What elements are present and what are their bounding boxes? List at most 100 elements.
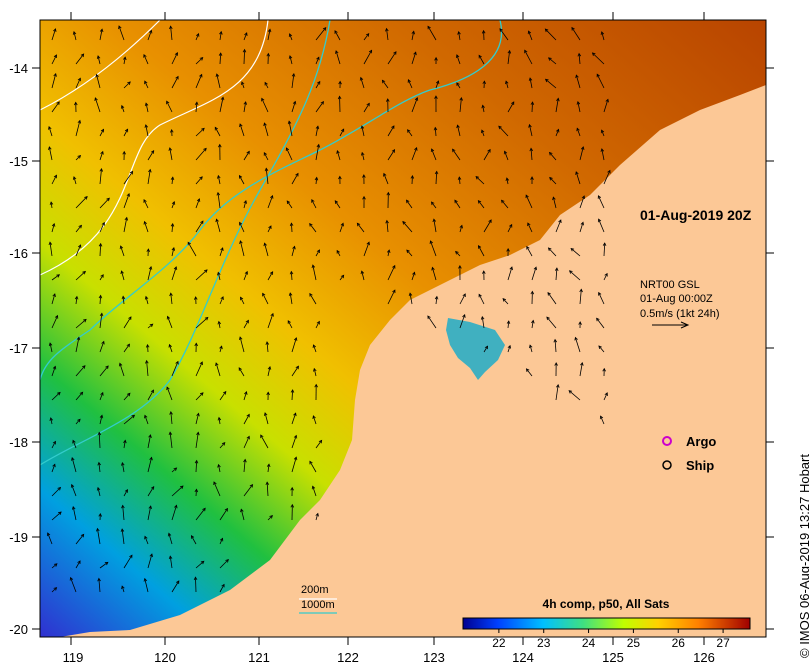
current-vector-head [530, 101, 535, 105]
current-vector-head [506, 247, 510, 252]
current-vector [289, 33, 293, 41]
current-vector [49, 242, 53, 257]
current-vector-head [268, 225, 272, 230]
current-vector-head [293, 412, 297, 417]
current-vector-head [239, 123, 243, 128]
current-vector-head [269, 515, 273, 519]
current-vector [266, 482, 269, 497]
current-vector-head [53, 563, 58, 567]
current-vector [94, 97, 101, 113]
current-vector-head [166, 315, 171, 320]
current-vector [216, 73, 221, 89]
current-vector [363, 103, 370, 113]
current-vector [386, 220, 389, 233]
current-vector [267, 225, 272, 233]
current-vector-head [427, 315, 431, 320]
current-vector-head [241, 81, 245, 86]
current-vector [51, 293, 56, 305]
current-vector [169, 432, 173, 449]
current-vector [218, 417, 221, 425]
current-vector-head [71, 505, 76, 510]
current-vector-head [290, 503, 295, 508]
current-vector [434, 127, 437, 137]
current-vector-head [171, 247, 176, 251]
current-vector-head [309, 460, 313, 465]
current-vector-head [580, 221, 585, 226]
current-vectors [46, 25, 611, 593]
current-vector-head [359, 76, 364, 81]
current-vector-head [217, 416, 222, 421]
current-vector-head [148, 505, 152, 510]
current-vector [147, 266, 152, 281]
current-vector-head [385, 219, 389, 224]
current-vector [195, 128, 205, 137]
current-vector [549, 152, 557, 161]
current-scale-label: 0.5m/s (1kt 24h) [640, 308, 719, 320]
current-vector-head [169, 411, 173, 415]
current-vector [75, 296, 78, 305]
isobath-200m [40, 20, 161, 111]
current-vector [51, 101, 60, 113]
current-vector [123, 193, 130, 209]
current-vector-head [79, 391, 84, 396]
x-tick-label: 124 [512, 650, 534, 665]
current-vector [195, 489, 197, 497]
current-vector-head [78, 224, 82, 229]
current-scale-arrow-icon [652, 321, 690, 329]
current-vector [555, 129, 559, 137]
current-vector-head [602, 367, 606, 372]
current-vector-head [118, 362, 123, 367]
current-vector-head [98, 294, 103, 299]
current-vector [402, 221, 413, 233]
current-vector-head [600, 31, 605, 35]
current-vector-head [312, 415, 316, 419]
current-vector-head [83, 318, 87, 323]
current-vector-head [288, 33, 293, 37]
current-vector [266, 341, 269, 353]
current-vector [336, 250, 341, 257]
current-vector-head [166, 386, 170, 391]
current-vector [411, 52, 417, 65]
current-vector [99, 392, 104, 401]
current-vector [601, 129, 605, 137]
current-vector [218, 321, 221, 329]
current-vector-head [170, 222, 175, 227]
current-vector [506, 178, 509, 185]
current-vector [311, 199, 317, 209]
current-vector-head [191, 535, 195, 539]
current-vector-head [176, 580, 180, 585]
current-vector-head [97, 461, 101, 466]
current-vector [382, 80, 389, 89]
current-vector [459, 97, 462, 113]
current-vector [483, 149, 491, 161]
current-vector [71, 484, 77, 497]
current-vector-head [340, 128, 345, 133]
current-vector [241, 81, 245, 89]
x-tick-label: 122 [337, 650, 359, 665]
current-vector-head [193, 296, 198, 300]
current-vector [598, 219, 605, 233]
current-vector-head [97, 577, 101, 582]
current-vector-head [524, 49, 528, 54]
current-vector [267, 464, 270, 473]
current-vector-head [383, 172, 387, 177]
current-vector-head [269, 271, 274, 275]
current-vector-head [242, 48, 247, 53]
current-vector-head [77, 154, 82, 159]
gulf-water [446, 318, 505, 380]
current-vector [361, 125, 365, 137]
current-vector-head [260, 434, 264, 439]
current-vector-head [481, 129, 485, 134]
current-vector [263, 152, 269, 161]
current-vector-head [196, 412, 200, 417]
current-vector-head [100, 150, 104, 155]
current-vector [547, 292, 557, 305]
current-vector [75, 78, 81, 89]
current-vector-head [558, 219, 562, 224]
current-vector [531, 320, 534, 329]
current-vector [261, 98, 269, 113]
current-vector [575, 337, 581, 353]
current-vector [309, 223, 317, 233]
current-vector-head [124, 128, 129, 133]
current-vector-head [600, 129, 605, 134]
